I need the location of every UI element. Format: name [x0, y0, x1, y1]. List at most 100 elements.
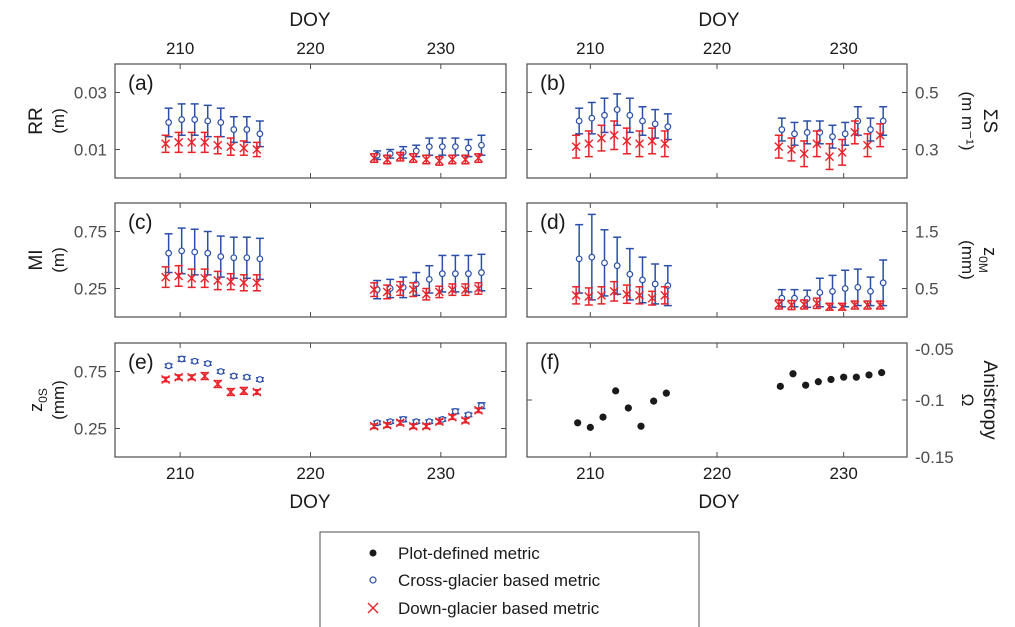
panel-f-plot-point-11	[814, 378, 822, 386]
panel-b-cross-point-15	[867, 126, 874, 133]
panel-f-ylabel-line2: Ω	[958, 394, 977, 407]
panel-f-plot-point-9	[789, 370, 797, 378]
panel-b-ylabel-line2: (m m⁻¹)	[958, 91, 977, 150]
panel-b-cross-point-3	[613, 106, 621, 113]
panel-d-down-point-16	[875, 300, 885, 310]
panel-c-down-point-7	[252, 278, 262, 288]
panel-a-down-point-6	[239, 143, 249, 153]
panel-b-down-point-12	[825, 152, 834, 162]
panel-a-down-point-4	[213, 140, 223, 150]
panel-e-marks	[161, 355, 486, 431]
panel-f-xtick-label-1: 220	[703, 464, 731, 483]
panel-e-down-point-4	[213, 379, 223, 389]
panel-d-cross-point-15	[867, 287, 874, 295]
legend-box	[319, 531, 700, 627]
panel-e-down-point-3	[200, 371, 210, 381]
panel-c-cross-point-13	[438, 270, 446, 278]
panel-d-cross-point-16	[879, 279, 887, 287]
panel-d-cross-point-14	[854, 283, 862, 291]
panel-f-plot-point-10	[802, 381, 810, 389]
panel-a-cross-point-16	[478, 141, 485, 149]
panel-e-ylabel: z0S (mm)	[26, 380, 68, 420]
panel-a-cross-point-5	[230, 126, 238, 133]
panel-c: 0.25 0.75 (c) MI (m)	[26, 202, 507, 318]
panel-c-ylabel-line2: (m)	[49, 247, 68, 272]
panel-d-down-point-1	[584, 291, 594, 301]
panel-c-cross-point-2	[191, 248, 199, 256]
panel-d-cross-point-6	[651, 280, 659, 288]
panel-d-down-point-3	[609, 286, 619, 296]
panel-b-cross-point-0	[575, 117, 583, 125]
panel-e-ylabel-line2: (mm)	[49, 380, 68, 420]
panel-d-down-point-15	[863, 300, 872, 310]
bottom-axis-label-left: DOY	[289, 492, 331, 513]
panel-c-frame	[114, 202, 507, 318]
panel-e-down-point-2	[187, 372, 197, 382]
panel-f-tag: (f)	[540, 351, 560, 374]
panel-a-down-point-14	[447, 154, 457, 164]
panel-a-cross-point-12	[425, 143, 433, 151]
panel-e-tag: (e)	[128, 351, 154, 374]
panel-b-down-point-9	[787, 145, 796, 154]
panel-b-ylabel-line1: ΣS	[979, 109, 1000, 133]
panel-e-cross-point-7	[256, 376, 264, 383]
panel-d-down-point-4	[622, 289, 632, 299]
panel-d-ytick-label-1: 1.5	[915, 223, 939, 242]
panel-e-down-point-1	[174, 372, 184, 382]
legend-down-marker	[367, 602, 379, 614]
panel-a-down-point-12	[421, 154, 431, 164]
panel-a-down-point-5	[226, 142, 236, 152]
panel-a-down-point-9	[382, 154, 392, 164]
panel-e-down-point-6	[239, 386, 249, 396]
panel-b: 210 220 230 0.3 0.5 (b) ΣS(m m⁻¹)	[526, 39, 1000, 179]
panel-c-cross-point-1	[178, 247, 186, 255]
panel-b-down-point-15	[863, 140, 872, 150]
panel-f-plot-point-0	[574, 419, 582, 427]
panel-a-cross-point-0	[165, 119, 173, 126]
panel-e-down-point-15	[460, 416, 470, 426]
panel-c-ylabel: MI (m)	[26, 247, 68, 272]
panel-a-cross-point-2	[191, 116, 199, 123]
legend: Plot-defined metric Cross-glacier based …	[319, 531, 700, 627]
panel-d-cross-point-1	[588, 253, 596, 261]
panel-d-down-point-0	[571, 290, 581, 300]
panel-b-down-point-8	[774, 142, 784, 152]
panel-b-ytick-label-1: 0.5	[915, 84, 939, 103]
panel-e-down-point-16	[473, 405, 483, 415]
panel-b-cross-point-4	[626, 111, 634, 119]
panel-f-ytick-label-1: -0.1	[915, 391, 944, 410]
panel-d-down-point-13	[837, 302, 847, 312]
panel-a-down-point-7	[252, 145, 262, 154]
panel-b-down-point-11	[812, 139, 822, 149]
panel-d-down-point-14	[850, 300, 860, 310]
panel-c-down-point-16	[473, 284, 483, 293]
panel-f-plot-point-3	[612, 387, 620, 395]
panel-e-cross-point-0	[165, 362, 173, 370]
panel-a-ytick-label-0: 0.01	[74, 141, 107, 160]
panel-a-frame	[114, 63, 507, 179]
panel-c-cross-point-7	[256, 255, 264, 263]
panel-b-cross-point-1	[588, 114, 596, 122]
panel-d-down-point-12	[825, 302, 834, 312]
panel-b-down-point-2	[597, 133, 606, 143]
panel-b-down-point-10	[799, 149, 809, 159]
panel-b-cross-point-9	[791, 130, 798, 138]
panel-d-tag: (d)	[540, 211, 566, 234]
panel-c-down-point-9	[382, 287, 392, 297]
panel-b-ytick-label-0: 0.3	[915, 141, 939, 160]
panel-b-cross-point-12	[829, 133, 836, 141]
panel-c-down-point-2	[187, 273, 197, 283]
panel-d-down-point-6	[647, 293, 657, 303]
panel-d-down-point-8	[774, 299, 784, 309]
panel-f-plot-point-7	[662, 389, 670, 397]
panel-e-cross-point-2	[191, 357, 199, 365]
panel-c-down-point-10	[395, 284, 405, 293]
panel-c-cross-point-3	[204, 249, 212, 257]
panel-b-cross-point-7	[664, 123, 672, 131]
panel-b-down-point-16	[875, 130, 885, 140]
panel-a-xtick-label-top-0: 210	[166, 39, 194, 58]
panel-e-down-point-11	[408, 421, 418, 431]
